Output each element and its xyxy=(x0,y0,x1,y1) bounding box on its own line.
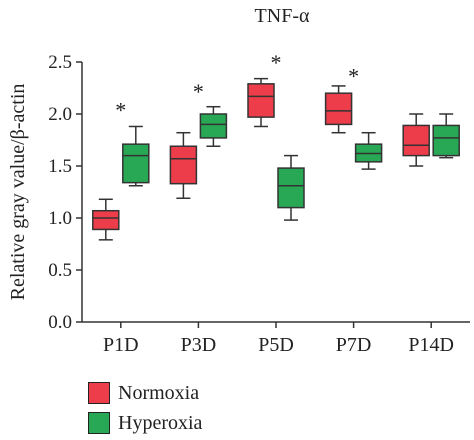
chart-title: TNF-α xyxy=(255,5,310,27)
box-hyperoxia-p7d xyxy=(354,131,383,170)
significance-marker: * xyxy=(193,79,204,104)
x-tick-label: P7D xyxy=(336,334,372,356)
significance-marker: * xyxy=(271,50,282,75)
legend-item-normoxia: Normoxia xyxy=(88,378,202,408)
box-normoxia-p1d xyxy=(92,198,120,241)
x-tick-label: P5D xyxy=(258,334,294,356)
box-hyperoxia-p3d xyxy=(199,105,228,147)
significance-marker: * xyxy=(348,63,359,88)
y-tick-label: 1.0 xyxy=(48,208,72,229)
y-tick-label: 1.5 xyxy=(48,156,72,177)
box-iqr xyxy=(324,92,353,126)
legend-label-normoxia: Normoxia xyxy=(118,381,200,404)
significance-marker: * xyxy=(115,98,126,123)
box-normoxia-p7d xyxy=(324,85,353,134)
box-iqr xyxy=(199,113,228,139)
legend-label-hyperoxia: Hyperoxia xyxy=(118,411,203,434)
normoxia-swatch xyxy=(88,382,110,404)
box-iqr xyxy=(277,167,305,209)
box-normoxia-p5d xyxy=(247,77,275,128)
box-plot-chart: TNF-α Relative gray value/β-actin 0.0 0.5… xyxy=(7,5,470,356)
legend: Normoxia Hyperoxia xyxy=(88,378,202,438)
box-normoxia-p14d xyxy=(402,113,430,167)
y-tick-label: 0.0 xyxy=(48,312,72,333)
hyperoxia-swatch xyxy=(88,412,110,434)
box-hyperoxia-p14d xyxy=(432,113,460,159)
box-hyperoxia-p1d xyxy=(122,125,150,187)
y-tick-label: 2.0 xyxy=(48,104,72,125)
y-tick-label: 0.5 xyxy=(48,260,72,281)
box-iqr xyxy=(247,83,275,118)
x-tick-label: P14D xyxy=(408,334,454,356)
box-iqr xyxy=(402,124,430,157)
box-iqr xyxy=(92,209,120,231)
x-tick-label: P1D xyxy=(103,334,139,356)
y-axis-label: Relative gray value/β-actin xyxy=(7,84,29,301)
legend-item-hyperoxia: Hyperoxia xyxy=(88,408,202,438)
y-tick-label: 2.5 xyxy=(48,52,72,73)
box-hyperoxia-p5d xyxy=(277,154,305,221)
box-iqr xyxy=(122,143,150,184)
box-normoxia-p3d xyxy=(169,131,198,199)
box-iqr xyxy=(169,145,198,185)
x-tick-label: P3D xyxy=(181,334,217,356)
box-iqr xyxy=(432,124,460,157)
